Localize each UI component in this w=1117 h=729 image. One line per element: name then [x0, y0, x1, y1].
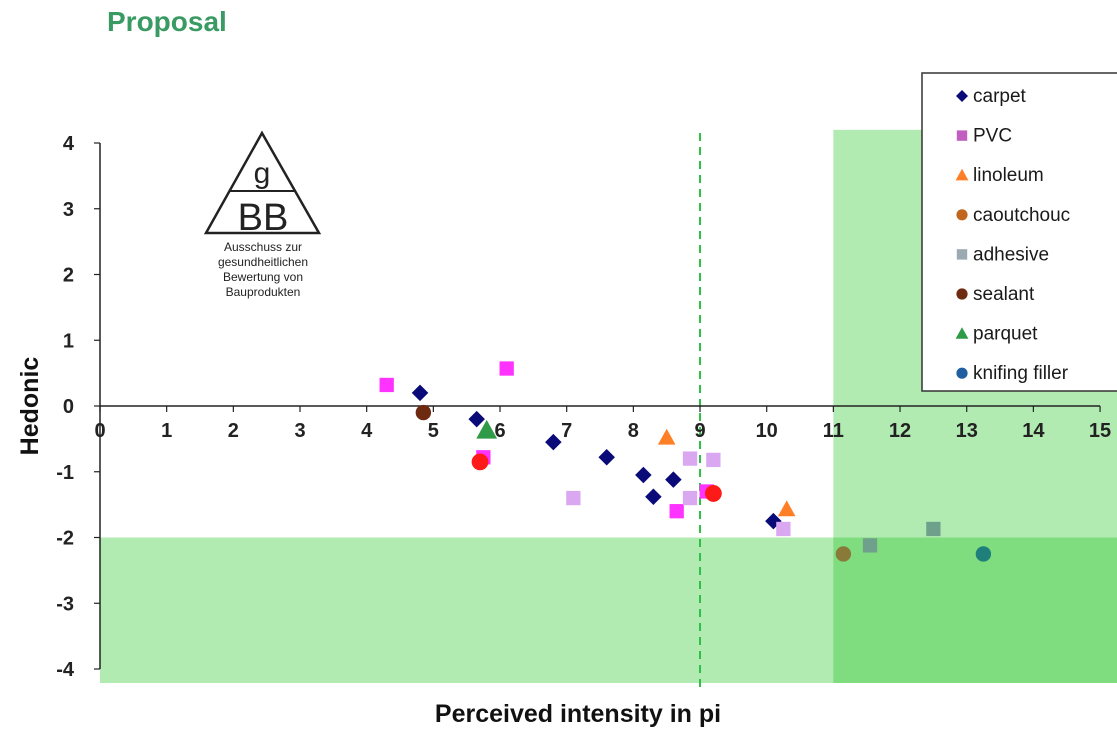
- logo-caption-line-1: Ausschuss zur: [224, 240, 302, 254]
- pvc-point: [499, 361, 514, 376]
- x-tick-label: 8: [628, 420, 639, 442]
- y-tick-label: -3: [56, 593, 74, 615]
- x-tick-label: 15: [1089, 420, 1111, 442]
- carpet-point: [545, 433, 562, 451]
- pvc-point: [706, 452, 721, 468]
- x-tick-label: 7: [561, 420, 572, 442]
- y-tick-label: 0: [63, 396, 74, 418]
- y-tick-label: 3: [63, 199, 74, 221]
- legend-label-sealant: sealant: [973, 284, 1035, 305]
- legend-label-pvc: PVC: [973, 126, 1012, 147]
- shaded-region-overlap: [833, 537, 1117, 683]
- x-tick-label: 5: [428, 420, 439, 442]
- y-tick-label: -2: [56, 528, 74, 550]
- x-tick-label: 13: [956, 420, 978, 442]
- x-tick-label: 2: [228, 420, 239, 442]
- agbb-logo: g BB Ausschuss zur gesundheitlichen Bewe…: [203, 130, 322, 299]
- x-tick-label: 12: [889, 420, 911, 442]
- legend-label-caoutchouc: caoutchouc: [973, 205, 1070, 226]
- legend-label-knifing-filler: knifing filler: [973, 363, 1069, 384]
- pvc-point: [682, 451, 698, 466]
- legend-label-linoleum: linoleum: [973, 165, 1044, 186]
- carpet-point: [635, 466, 652, 484]
- legend-marker-caoutchouc: [956, 209, 968, 221]
- sealant-point: [415, 404, 432, 421]
- x-tick-label: 9: [694, 420, 705, 442]
- adhesive-point: [862, 538, 878, 553]
- y-tick-label: 1: [63, 330, 74, 352]
- logo-triangle: [203, 130, 322, 235]
- y-tick-label: -4: [56, 659, 75, 681]
- y-tick-label: -1: [56, 462, 74, 484]
- legend-marker-carpet: [956, 90, 968, 102]
- legend-items: carpet PVC linoleum caoutchouc adhesive seala…: [955, 86, 1070, 384]
- legend-marker-adhesive: [956, 249, 968, 260]
- legend-marker-knifing-filler: [956, 367, 968, 379]
- carpet-point: [468, 410, 485, 428]
- caoutchouc-point: [471, 453, 489, 471]
- carpet-point: [645, 488, 662, 505]
- linoleum-point: [657, 428, 676, 445]
- legend-label-parquet: parquet: [973, 324, 1038, 345]
- y-tick-label: 4: [63, 133, 75, 155]
- caoutchouc-point: [835, 546, 852, 562]
- logo-top-letter: g: [254, 157, 271, 190]
- pvc-point: [669, 504, 684, 519]
- parquet-point: [476, 419, 498, 439]
- x-tick-label: 1: [161, 420, 172, 442]
- axes: [94, 142, 1101, 670]
- caoutchouc-point: [704, 485, 722, 502]
- slide-title: Proposal: [107, 6, 227, 37]
- carpet-point: [598, 449, 615, 466]
- pvc-point: [379, 377, 394, 393]
- legend-label-adhesive: adhesive: [973, 244, 1049, 265]
- legend-marker-sealant: [956, 288, 968, 300]
- knifing-filler-point: [975, 546, 992, 562]
- x-tick-label: 10: [756, 420, 778, 442]
- y-tick-label: 2: [63, 265, 74, 287]
- x-tick-label: 4: [361, 420, 373, 442]
- adhesive-point: [926, 521, 941, 537]
- logo-caption-line-2: gesundheitlichen: [218, 255, 308, 269]
- x-tick-label: 6: [494, 420, 505, 442]
- legend: carpet PVC linoleum caoutchouc adhesive seala…: [921, 72, 1117, 392]
- x-tick-label: 14: [1022, 420, 1045, 442]
- legend-box: [921, 72, 1117, 392]
- legend-marker-parquet: [955, 327, 969, 339]
- legend-label-carpet: carpet: [973, 86, 1027, 107]
- carpet-point: [665, 471, 682, 488]
- pvc-point: [776, 521, 791, 537]
- logo-main-letters: BB: [238, 197, 289, 239]
- pvc-point: [566, 490, 581, 506]
- x-tick-label: 0: [94, 420, 105, 442]
- logo-caption-line-4: Bauprodukten: [226, 285, 301, 299]
- x-axis-title: Perceived intensity in pi: [435, 700, 721, 728]
- x-tick-label: 11: [823, 420, 844, 442]
- data-points: [379, 361, 992, 562]
- legend-marker-linoleum: [955, 168, 969, 181]
- linoleum-point: [777, 500, 796, 517]
- y-axis-title: Hedonic: [16, 357, 44, 456]
- pvc-point: [682, 490, 698, 506]
- legend-marker-pvc: [956, 130, 968, 141]
- logo-caption-line-3: Bewertung von: [223, 270, 303, 284]
- x-tick-label: 3: [294, 420, 305, 442]
- carpet-point: [411, 384, 429, 402]
